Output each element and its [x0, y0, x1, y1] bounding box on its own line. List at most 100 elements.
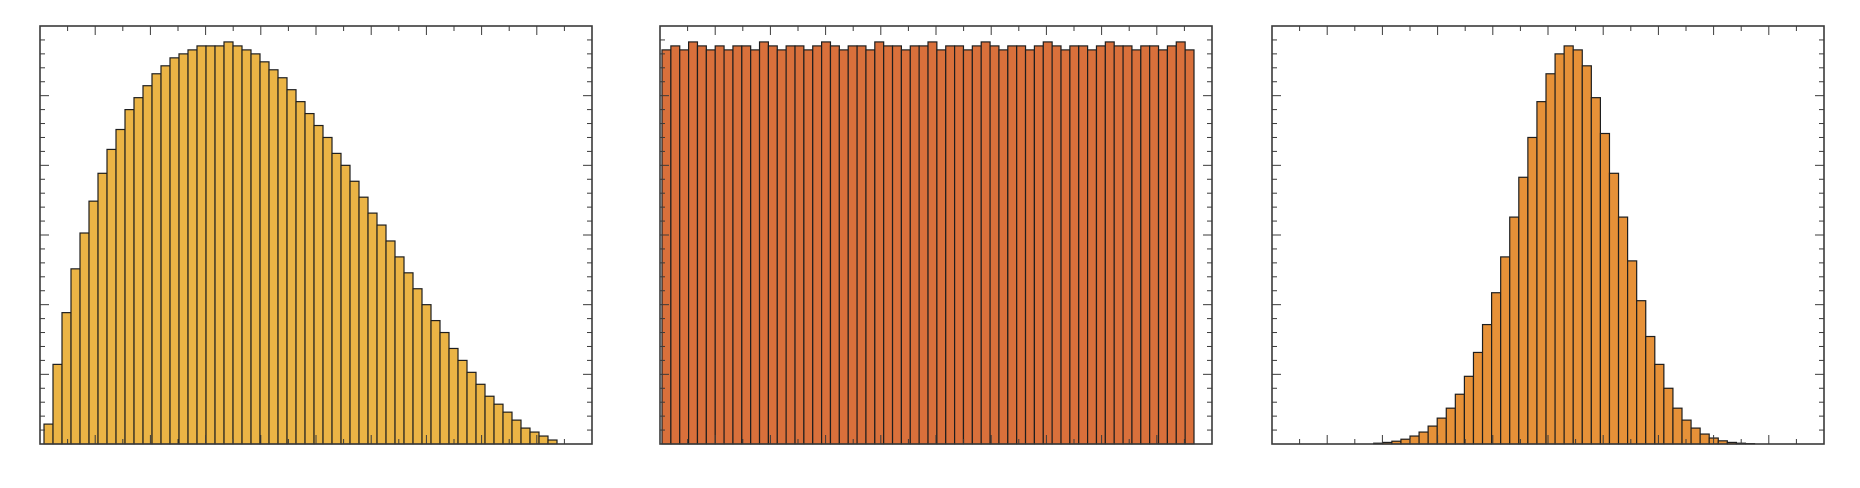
histogram-bar: [1157, 49, 1169, 445]
histogram-bar: [1122, 45, 1133, 445]
histogram-bar: [43, 423, 54, 445]
histogram-bar: [1518, 176, 1529, 445]
histogram-bar: [349, 180, 360, 445]
histogram-bar: [1175, 41, 1186, 445]
histogram-bar: [1078, 45, 1089, 445]
histogram-bar: [214, 45, 225, 445]
histogram-bar: [340, 164, 351, 445]
histogram-bar: [1509, 216, 1520, 445]
histogram-bar: [679, 49, 690, 445]
histogram-bar: [1654, 363, 1665, 445]
histogram-bar: [1436, 417, 1447, 445]
histogram-bar: [286, 89, 297, 445]
histogram-bar: [61, 312, 72, 445]
histogram-bar: [936, 49, 947, 445]
histogram-bar: [385, 240, 396, 445]
histogram-bar: [900, 49, 911, 445]
histogram-bar: [732, 45, 743, 445]
histogram-bar: [1095, 45, 1106, 445]
histogram-bar: [1131, 49, 1142, 445]
histogram-bar: [1690, 427, 1701, 445]
histogram-bar: [750, 49, 761, 445]
histogram-bar: [1636, 300, 1647, 445]
histogram-bar: [268, 69, 279, 445]
histogram-bar: [1672, 407, 1683, 445]
histogram-bar: [1024, 49, 1036, 445]
histogram-bar: [696, 45, 707, 445]
histogram-bar: [1527, 136, 1538, 445]
histogram-bar: [971, 45, 982, 445]
histogram-bar: [421, 304, 432, 445]
histogram-bar: [529, 431, 540, 445]
histogram-bar: [883, 45, 894, 445]
histogram-bar: [1590, 97, 1601, 445]
histogram-bar: [980, 41, 991, 445]
histogram-bar: [1681, 419, 1692, 445]
histogram-bar: [439, 331, 450, 445]
histogram-bar: [820, 41, 832, 445]
histogram-bar: [1563, 45, 1574, 445]
histogram-bar: [1086, 49, 1098, 445]
histogram-bar: [1581, 65, 1592, 445]
histogram-bar: [538, 435, 549, 445]
histogram-bar: [1663, 387, 1674, 445]
histogram-bar: [250, 53, 261, 445]
histogram-bar: [1545, 73, 1556, 445]
histogram-bar: [205, 45, 216, 445]
histogram-bar: [259, 61, 270, 445]
histogram-bar: [1042, 41, 1053, 445]
histogram-bar: [1454, 393, 1465, 445]
histogram-bar: [475, 383, 486, 445]
histogram-panel-2: [659, 25, 1213, 445]
histogram-bar: [376, 224, 387, 445]
histogram-bar: [847, 45, 858, 445]
histogram-bar: [1572, 49, 1583, 445]
histogram-bar: [953, 45, 965, 445]
histogram-bar: [1113, 45, 1124, 445]
histogram-bar: [115, 128, 126, 445]
histogram-bar: [412, 288, 423, 445]
histogram-bar: [1140, 45, 1151, 445]
histogram-bar: [1060, 49, 1071, 445]
histogram-bar: [52, 363, 63, 445]
histogram-bar: [705, 49, 716, 445]
histogram-bar: [466, 371, 477, 445]
histogram-bar: [493, 403, 504, 445]
histogram-bar: [803, 49, 814, 445]
histogram-bar: [1500, 256, 1511, 445]
histogram-bar: [1536, 101, 1547, 445]
histogram-bar: [1645, 335, 1656, 445]
histogram-bar: [741, 45, 752, 445]
histogram-bar: [1069, 45, 1080, 445]
histogram-bar: [1608, 172, 1620, 445]
histogram-bar: [70, 268, 81, 445]
histogram-bar: [457, 359, 468, 445]
histogram-bar: [97, 172, 108, 445]
histogram-bar: [918, 45, 929, 445]
histogram-bar: [874, 41, 885, 445]
histogram-bar: [187, 49, 198, 445]
histogram-bar: [178, 53, 189, 445]
histogram-bar: [106, 148, 117, 445]
histogram-bar: [1418, 431, 1429, 445]
histogram-bar: [304, 112, 315, 445]
histogram-bar: [962, 49, 973, 445]
histogram-bar: [403, 272, 414, 445]
histogram-bar: [133, 97, 144, 445]
histogram-bar: [714, 45, 725, 445]
histogram-bar: [1166, 45, 1177, 445]
histogram-bar: [313, 124, 324, 445]
histogram-bar: [945, 45, 956, 445]
histogram-bar: [448, 347, 459, 445]
histogram-bar: [1554, 53, 1565, 445]
histogram-bar: [502, 411, 513, 445]
histogram-bar: [1463, 375, 1475, 445]
histogram-bar: [1427, 425, 1438, 445]
histogram-bar: [891, 45, 903, 445]
histogram-bar: [1016, 45, 1027, 445]
histogram-bar: [160, 65, 171, 445]
histogram-bar: [1033, 45, 1044, 445]
histogram-bar: [1481, 323, 1493, 445]
histogram-bar: [223, 41, 234, 445]
